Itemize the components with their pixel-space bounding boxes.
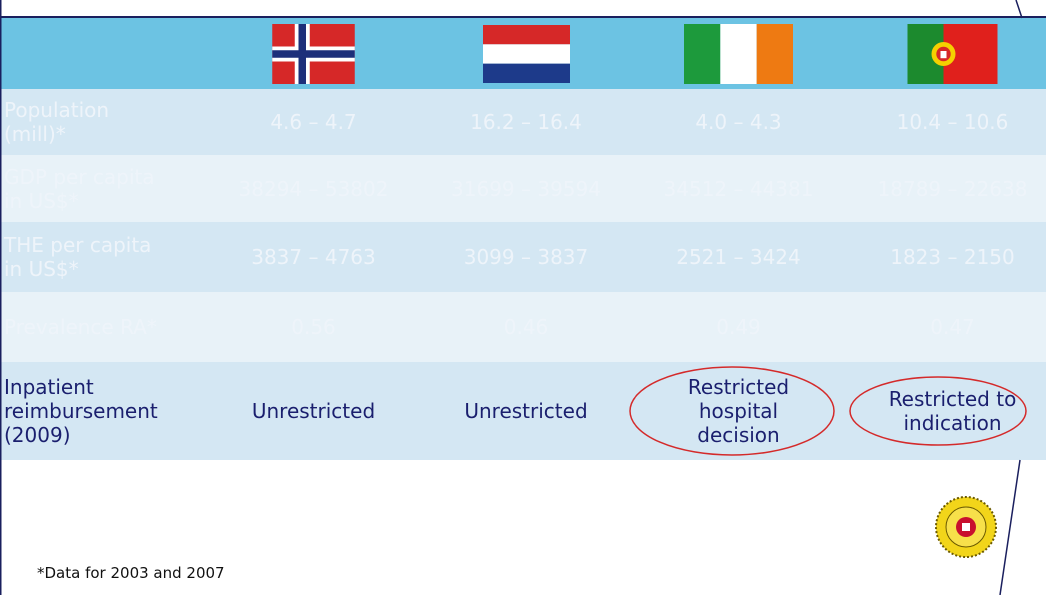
header-row <box>0 18 1046 89</box>
highlight-ellipse <box>849 376 1027 446</box>
cell: 0.56 <box>207 292 420 362</box>
text-line: in US$* <box>4 257 79 281</box>
text-line: THE per capita <box>4 233 152 257</box>
flag <box>684 23 793 84</box>
text-line: (mill)* <box>4 122 66 146</box>
cell: 0.46 <box>420 292 632 362</box>
flag-norway <box>207 18 420 89</box>
text-line: indication <box>903 411 1002 435</box>
cell: 3099 – 3837 <box>420 222 632 292</box>
comparison-table: Population (mill)* 4.6 – 4.7 16.2 – 16.4 4.0… <box>0 18 1046 460</box>
cell: 18789 – 22638 <box>845 155 1046 222</box>
text-line: decision <box>697 423 780 447</box>
table-row: GDP per capita in US$* 38294 – 53802 31699 … <box>0 155 1046 222</box>
cell: 2521 – 3424 <box>632 222 845 292</box>
row-label: GDP per capita in US$* <box>0 155 207 222</box>
cell: 34512 – 44381 <box>632 155 845 222</box>
cell: Unrestricted <box>207 362 420 460</box>
cell: 1823 – 2150 <box>845 222 1046 292</box>
table-body: Population (mill)* 4.6 – 4.7 16.2 – 16.4 4.0… <box>0 18 1046 460</box>
cell: 4.0 – 4.3 <box>632 89 845 155</box>
flag <box>482 24 570 83</box>
table-row: Prevalence RA* 0.56 0.46 0.49 0.47 <box>0 292 1046 362</box>
text-line: GDP per capita <box>4 164 155 189</box>
text-line: Unrestricted <box>464 399 588 423</box>
text-line: in US$* <box>4 188 79 213</box>
text-line: Inpatient <box>4 375 94 399</box>
row-label: Population (mill)* <box>0 89 207 155</box>
flag-portugal <box>845 18 1046 89</box>
flag <box>272 23 355 84</box>
text-line: reimbursement <box>4 399 158 423</box>
cell: Restricted to indication <box>845 362 1046 460</box>
text-line: Population <box>4 98 110 122</box>
text-line: hospital <box>698 399 779 423</box>
row-label: THE per capita in US$* <box>0 222 207 292</box>
cell: 0.47 <box>845 292 1046 362</box>
cell: Restricted hospital decision <box>632 362 845 460</box>
cell: 3837 – 4763 <box>207 222 420 292</box>
cell: 38294 – 53802 <box>207 155 420 222</box>
highlight-ellipse <box>629 366 835 456</box>
flag-ireland <box>632 18 845 89</box>
flag <box>907 23 998 84</box>
cell: 16.2 – 16.4 <box>420 89 632 155</box>
footnote: *Data for 2003 and 2007 <box>37 564 225 582</box>
table-row: Inpatient reimbursement (2009) Unrestricted… <box>0 362 1046 460</box>
cell: 31699 – 39594 <box>420 155 632 222</box>
header-cell <box>0 18 207 89</box>
cell: 4.6 – 4.7 <box>207 89 420 155</box>
cell: Unrestricted <box>420 362 632 460</box>
text-line: Unrestricted <box>251 399 376 423</box>
row-label: Inpatient reimbursement (2009) <box>0 362 207 460</box>
text-line: Restricted <box>687 375 790 399</box>
text-line: (2009) <box>4 423 71 447</box>
table-row: Population (mill)* 4.6 – 4.7 16.2 – 16.4 4.0… <box>0 89 1046 155</box>
logo <box>935 496 997 558</box>
flag-netherlands <box>420 18 632 89</box>
cell: 0.49 <box>632 292 845 362</box>
row-label: Prevalence RA* <box>0 292 207 362</box>
table-row: THE per capita in US$* 3837 – 4763 3099 – 3… <box>0 222 1046 292</box>
text-line: Prevalence RA* <box>4 315 157 339</box>
decor-line <box>999 459 1021 595</box>
cell: 10.4 – 10.6 <box>845 89 1046 155</box>
text-line: Restricted to <box>888 387 1017 411</box>
decor-line <box>1015 0 1023 19</box>
